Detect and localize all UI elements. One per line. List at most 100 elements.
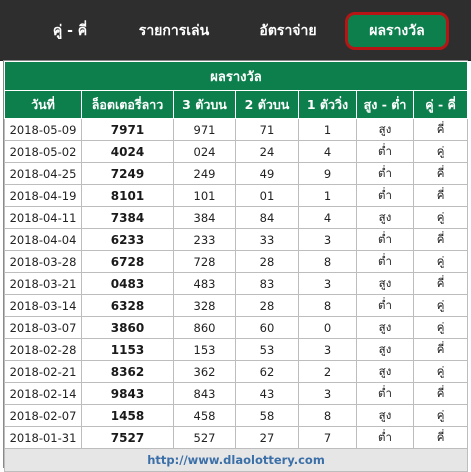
lottery-number-cell: 8362 [81,360,174,383]
lottery-number-cell: 6728 [81,250,174,273]
tab-odd-even[interactable]: คู่ - คี่ [52,23,88,39]
high-low-cell: สูง [356,338,414,361]
date-cell: 2018-04-25 [4,162,82,185]
high-low-cell: ต่ำ [356,162,414,185]
high-low-cell: สูง [356,316,414,339]
odd-even-cell: คู่ [412,140,469,163]
one-run-cell: 3 [298,272,357,295]
odd-even-cell: คี่ [412,162,469,185]
date-cell: 2018-02-28 [4,338,82,361]
results-panel: ผลรางวัล วันที่ ล็อตเตอรี่ลาว 3 ตัวบน 2 … [3,60,469,472]
table-row: 2018-04-25 7249 249 49 9 ต่ำ คี่ [4,162,469,185]
table-row: 2018-05-02 4024 024 24 4 ต่ำ คู่ [4,140,469,163]
table-row: 2018-02-21 8362 362 62 2 สูง คู่ [4,360,469,383]
one-run-cell: 3 [298,338,357,361]
lottery-number-cell: 1153 [81,338,174,361]
three-top-cell: 860 [173,316,236,339]
one-run-cell: 4 [298,206,357,229]
two-top-cell: 33 [235,228,299,251]
two-top-cell: 53 [235,338,299,361]
two-top-cell: 27 [235,426,299,449]
two-top-cell: 60 [235,316,299,339]
col-header-one-run: 1 ตัววิ่ง [298,90,357,119]
three-top-cell: 249 [173,162,236,185]
one-run-cell: 8 [298,404,357,427]
tab-bet-list[interactable]: รายการเล่น [138,23,210,39]
odd-even-cell: คี่ [412,118,469,141]
date-cell: 2018-04-04 [4,228,82,251]
two-top-cell: 71 [235,118,299,141]
lottery-number-cell: 9843 [81,382,174,405]
odd-even-cell: คู่ [412,250,469,273]
three-top-cell: 843 [173,382,236,405]
two-top-cell: 58 [235,404,299,427]
lottery-number-cell: 7249 [81,162,174,185]
two-top-cell: 28 [235,250,299,273]
table-row: 2018-04-11 7384 384 84 4 สูง คู่ [4,206,469,229]
date-cell: 2018-02-21 [4,360,82,383]
lottery-number-cell: 8101 [81,184,174,207]
high-low-cell: สูง [356,206,414,229]
table-row: 2018-03-14 6328 328 28 8 ต่ำ คู่ [4,294,469,317]
date-cell: 2018-04-11 [4,206,82,229]
odd-even-cell: คู่ [412,404,469,427]
date-cell: 2018-01-31 [4,426,82,449]
col-header-three-top: 3 ตัวบน [173,90,236,119]
col-header-odd-even: คู่ - คี่ [412,90,469,119]
table-row: 2018-04-19 8101 101 01 1 ต่ำ คี่ [4,184,469,207]
two-top-cell: 84 [235,206,299,229]
odd-even-cell: คี่ [412,228,469,251]
high-low-cell: สูง [356,118,414,141]
three-top-cell: 153 [173,338,236,361]
three-top-cell: 458 [173,404,236,427]
odd-even-cell: คี่ [412,382,469,405]
date-cell: 2018-05-02 [4,140,82,163]
three-top-cell: 362 [173,360,236,383]
odd-even-cell: คู่ [412,294,469,317]
date-cell: 2018-04-19 [4,184,82,207]
col-header-date: วันที่ [4,90,82,119]
one-run-cell: 9 [298,162,357,185]
one-run-cell: 0 [298,316,357,339]
two-top-cell: 49 [235,162,299,185]
lottery-number-cell: 6328 [81,294,174,317]
tab-payout-rate[interactable]: อัตราจ่าย [259,23,317,39]
three-top-cell: 728 [173,250,236,273]
col-header-two-top: 2 ตัวบน [235,90,299,119]
table-row: 2018-02-28 1153 153 53 3 สูง คี่ [4,338,469,361]
odd-even-cell: คู่ [412,206,469,229]
two-top-cell: 24 [235,140,299,163]
odd-even-cell: คี่ [412,272,469,295]
two-top-cell: 43 [235,382,299,405]
table-row: 2018-01-31 7527 527 27 7 ต่ำ คี่ [4,426,469,449]
one-run-cell: 7 [298,426,357,449]
three-top-cell: 101 [173,184,236,207]
odd-even-cell: คู่ [412,316,469,339]
two-top-cell: 01 [235,184,299,207]
high-low-cell: สูง [356,272,414,295]
date-cell: 2018-03-14 [4,294,82,317]
three-top-cell: 233 [173,228,236,251]
date-cell: 2018-05-09 [4,118,82,141]
odd-even-cell: คี่ [412,184,469,207]
one-run-cell: 1 [298,184,357,207]
one-run-cell: 4 [298,140,357,163]
lottery-number-cell: 6233 [81,228,174,251]
top-tab-bar: คู่ - คี่ รายการเล่น อัตราจ่าย ผลรางวัล [0,0,471,61]
lottery-number-cell: 7527 [81,426,174,449]
three-top-cell: 971 [173,118,236,141]
table-caption: ผลรางวัล [3,61,469,91]
high-low-cell: ต่ำ [356,184,414,207]
high-low-cell: ต่ำ [356,250,414,273]
website-link[interactable]: http://www.dlaolottery.com [147,453,325,467]
tab-results[interactable]: ผลรางวัล [345,12,449,50]
table-row: 2018-02-07 1458 458 58 8 สูง คู่ [4,404,469,427]
col-header-lottery: ล็อตเตอรี่ลาว [81,90,174,119]
three-top-cell: 024 [173,140,236,163]
lottery-number-cell: 7971 [81,118,174,141]
high-low-cell: ต่ำ [356,426,414,449]
table-row: 2018-03-28 6728 728 28 8 ต่ำ คู่ [4,250,469,273]
high-low-cell: ต่ำ [356,228,414,251]
two-top-cell: 28 [235,294,299,317]
three-top-cell: 328 [173,294,236,317]
